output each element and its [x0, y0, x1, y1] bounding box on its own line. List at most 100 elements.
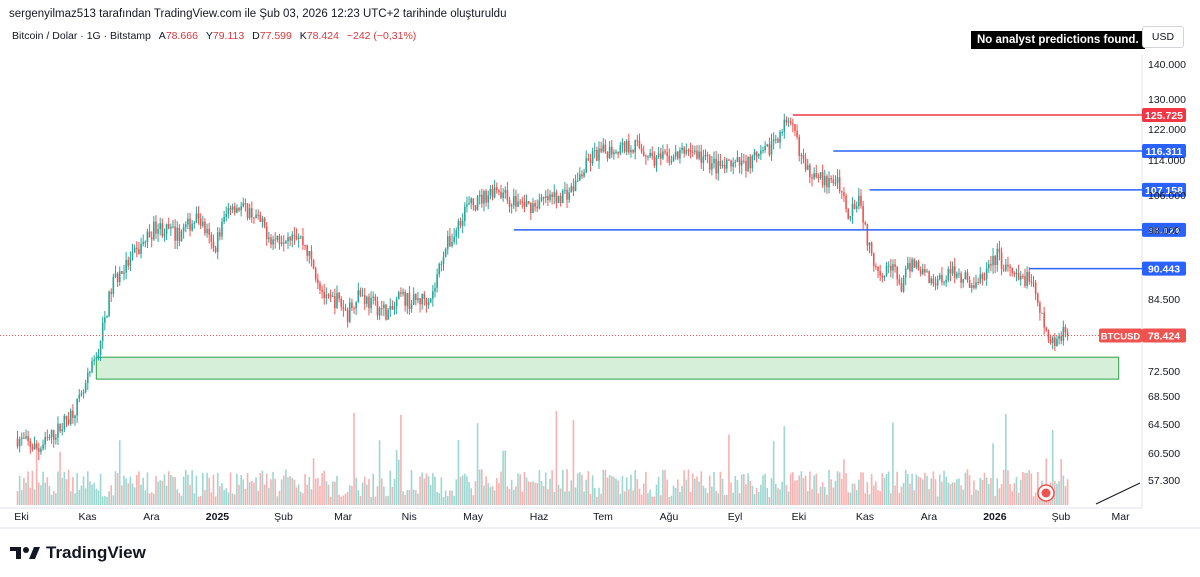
volume-bar: [270, 479, 272, 505]
volume-bar: [996, 478, 999, 505]
volume-bar: [302, 493, 304, 505]
volume-bar: [395, 449, 398, 505]
candle-body: [613, 152, 615, 155]
volume-bar: [425, 473, 428, 505]
volume-bar: [894, 485, 896, 505]
candle-body: [672, 156, 675, 162]
candle-body: [74, 415, 76, 418]
volume-bar: [1056, 483, 1058, 505]
volume-bar: [777, 488, 779, 505]
candle-body: [383, 304, 385, 309]
volume-bar: [336, 475, 338, 505]
candle-body: [826, 176, 828, 188]
candle-body: [361, 295, 364, 297]
candle-body: [945, 280, 947, 283]
volume-bar: [199, 496, 202, 505]
price-tick-label: 106.000: [1148, 190, 1186, 202]
candle-body: [236, 207, 238, 213]
candle-body: [659, 153, 662, 159]
volume-bar: [574, 487, 577, 505]
volume-bar: [174, 477, 176, 505]
volume-bar: [180, 495, 183, 505]
candle-body: [35, 443, 38, 449]
candle-body: [170, 226, 172, 229]
price-tick-label: 84.500: [1148, 294, 1180, 306]
time-tick-label: Nis: [402, 511, 417, 523]
candle-body: [323, 291, 326, 299]
candle-body: [378, 308, 381, 316]
candle-body: [836, 177, 839, 183]
volume-bar: [830, 479, 832, 505]
volume-bar: [559, 488, 562, 505]
currency-button[interactable]: USD: [1142, 26, 1184, 48]
support-zone[interactable]: [95, 356, 1120, 380]
chart-caption: sergenyilmaz513 tarafından TradingView.c…: [9, 8, 507, 20]
volume-bar: [182, 476, 185, 505]
candle-body: [941, 274, 943, 283]
candle-body: [159, 223, 162, 230]
volume-bar: [734, 476, 737, 505]
candle-body: [975, 282, 977, 288]
time-tick-label: Kas: [856, 511, 874, 523]
candle-body: [747, 156, 749, 171]
candle-body: [285, 241, 287, 244]
volume-bar: [872, 485, 875, 505]
candle-body: [231, 206, 234, 210]
level-price-tag: [1142, 108, 1186, 123]
volume-bar: [992, 443, 994, 505]
volume-bar: [768, 496, 771, 505]
candle-body: [57, 423, 59, 438]
volume-bar: [958, 478, 960, 505]
candle-body: [387, 309, 389, 320]
volume-bar: [1028, 470, 1031, 505]
volume-bar: [436, 492, 438, 505]
candle-body: [632, 149, 634, 153]
candle-body: [915, 261, 918, 268]
volume-bars: [16, 410, 1069, 505]
candle-body: [214, 247, 217, 252]
candle-body: [1045, 327, 1048, 331]
candle-body: [178, 227, 181, 242]
candle-body: [310, 251, 313, 260]
candle-body: [723, 164, 726, 169]
candle-body: [344, 309, 347, 311]
candle-body: [732, 162, 734, 167]
candle-body: [370, 297, 372, 309]
legend-symbol[interactable]: Bitcoin / Dolar · 1G · Bitstamp: [12, 30, 151, 42]
candle-body: [909, 262, 911, 272]
candle-body: [317, 279, 319, 284]
volume-bar: [685, 479, 688, 505]
tradingview-brand[interactable]: TradingView: [10, 542, 146, 564]
candle-body: [787, 121, 790, 123]
candle-body: [444, 249, 447, 258]
volume-bar: [924, 472, 926, 505]
candle-body: [998, 248, 1001, 253]
time-tick-label: Eyl: [728, 511, 743, 523]
volume-bar: [1015, 476, 1018, 505]
candle-body: [900, 283, 903, 292]
candle-body: [293, 234, 296, 237]
candle-body: [694, 150, 696, 152]
time-tick-label: Haz: [530, 511, 549, 523]
candle-body: [506, 190, 509, 201]
volume-bar: [600, 493, 602, 505]
candle-body: [1047, 330, 1050, 339]
candle-body: [135, 247, 138, 249]
volume-bar: [104, 495, 106, 505]
candle-body: [440, 263, 443, 265]
volume-bar: [502, 450, 504, 505]
volume-bar: [555, 410, 558, 505]
candle-body: [1013, 272, 1016, 275]
volume-bar: [415, 490, 417, 505]
candle-body: [845, 195, 847, 210]
candle-body: [219, 232, 221, 237]
volume-bar: [1024, 473, 1026, 505]
annotations: BTCUSD 78.424: [0, 328, 1186, 505]
candle-body: [615, 151, 617, 153]
candle-body: [802, 154, 805, 159]
volume-bar: [694, 478, 696, 505]
trend-line-drawing[interactable]: [1095, 482, 1141, 505]
volume-bar: [478, 469, 481, 505]
candle-body: [1060, 336, 1062, 341]
